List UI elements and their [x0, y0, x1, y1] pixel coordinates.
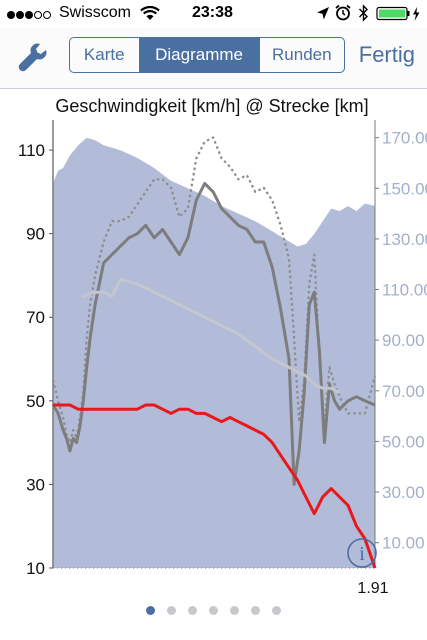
page-indicator[interactable] — [0, 606, 427, 615]
svg-text:i: i — [359, 543, 365, 565]
right-tick-label: 70.00 — [382, 382, 425, 401]
right-tick-label: 170.00 — [382, 129, 427, 148]
left-tick-label: 70 — [26, 308, 45, 327]
view-segmented-control: Karte Diagramme Runden — [69, 37, 345, 73]
page-dot[interactable] — [188, 606, 197, 615]
page-dot[interactable] — [167, 606, 176, 615]
clock: 23:38 — [192, 4, 233, 21]
series-line-3 — [81, 278, 341, 394]
left-tick-label: 10 — [26, 559, 45, 578]
navigation-bar: Karte Diagramme Runden Fertig — [0, 28, 427, 89]
altitude-area-layer — [53, 137, 375, 568]
right-tick-label: 150.00 — [382, 179, 427, 198]
right-tick-label: 50.00 — [382, 432, 425, 451]
page-dot[interactable] — [272, 606, 281, 615]
battery-icon — [376, 6, 420, 21]
right-tick-label: 90.00 — [382, 331, 425, 350]
right-tick-label: 30.00 — [382, 483, 425, 502]
series-lines — [51, 136, 377, 569]
wifi-icon — [140, 6, 160, 20]
right-tick-label: 130.00 — [382, 230, 427, 249]
location-arrow-icon — [317, 7, 329, 20]
tab-diagramme[interactable]: Diagramme — [138, 38, 259, 72]
x-end-label: 1.91 — [357, 580, 388, 597]
axes — [49, 120, 379, 569]
tick-labels: 110 90 70 50 30 10 170.00 150.00 130.00 110.00 90.… — [18, 129, 427, 578]
left-tick-label: 50 — [26, 392, 45, 411]
alarm-clock-icon — [335, 4, 351, 21]
left-tick-label: 110 — [18, 141, 45, 160]
tab-karte[interactable]: Karte — [83, 45, 125, 64]
tab-runden[interactable]: Runden — [258, 38, 344, 72]
right-tick-label: 10.00 — [382, 534, 425, 553]
done-button[interactable]: Fertig — [358, 42, 415, 67]
page-dot[interactable] — [230, 606, 239, 615]
left-tick-label: 30 — [26, 475, 45, 494]
right-tick-label: 110.00 — [382, 281, 427, 300]
carrier-name: Swisscom — [59, 4, 132, 21]
bluetooth-icon — [359, 4, 368, 22]
wrench-icon[interactable] — [16, 40, 48, 72]
speed-chart: Geschwindigkeit [km/h] @ Strecke [km] 11… — [18, 96, 427, 597]
page-dot[interactable] — [146, 606, 155, 615]
left-tick-label: 90 — [26, 225, 45, 244]
altitude-area — [53, 137, 375, 568]
info-icon[interactable]: i — [347, 538, 377, 568]
series-line-4 — [53, 403, 377, 569]
status-bar: Swisscom 23:38 — [0, 0, 427, 28]
chart-title: Geschwindigkeit [km/h] @ Strecke [km] — [55, 96, 368, 116]
page-dot[interactable] — [209, 606, 218, 615]
page-dot[interactable] — [251, 606, 260, 615]
signal-dots-icon — [7, 11, 51, 19]
series-line-2 — [51, 182, 376, 486]
